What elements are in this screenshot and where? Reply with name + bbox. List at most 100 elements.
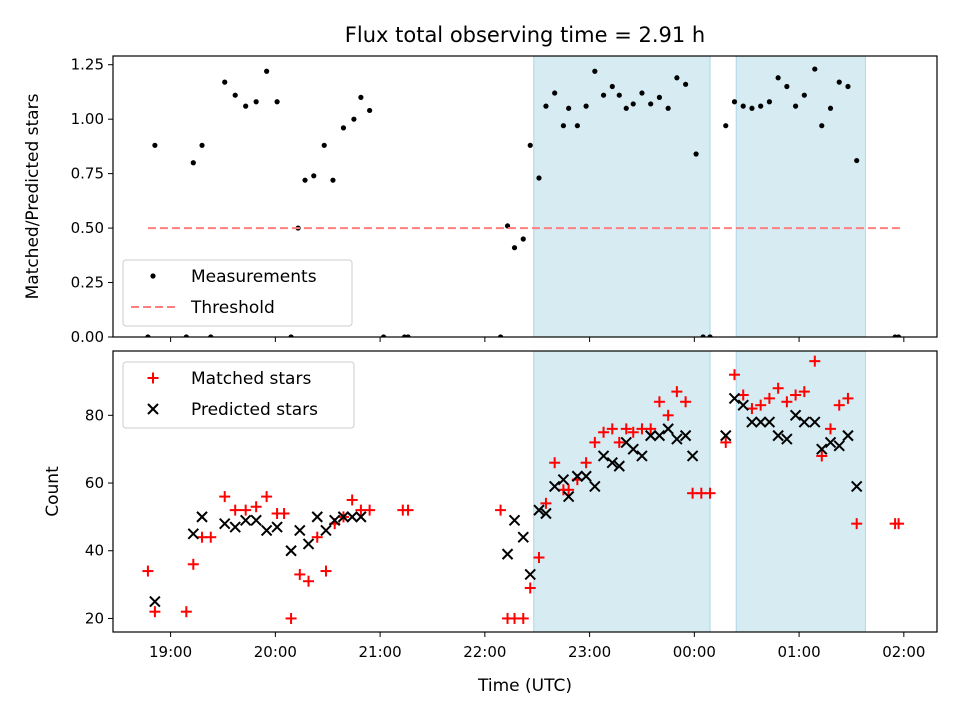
matched-star-point (517, 612, 529, 624)
matched-star-point (781, 396, 793, 408)
measurement-point (190, 160, 196, 166)
measurement-point (264, 68, 270, 74)
predicted-star-point (824, 436, 837, 449)
measurement-point (311, 173, 317, 179)
predicted-star-point (562, 490, 575, 503)
predicted-star-point (728, 392, 741, 405)
measurement-point (819, 123, 825, 129)
measurement-point (801, 92, 807, 98)
matched-star-point (311, 531, 323, 543)
shaded-interval-1 (533, 350, 711, 633)
measurement-point (784, 83, 790, 90)
predicted-star-point (613, 460, 625, 472)
predicted-star-point (311, 511, 323, 523)
y-tick-label: 0.00 (71, 328, 104, 346)
matched-star-point (294, 568, 306, 580)
measurement-point (274, 99, 280, 105)
measurement-point (358, 94, 364, 100)
predicted-star-point (346, 511, 358, 523)
measurement-point (630, 101, 636, 107)
measurement-point (812, 66, 818, 72)
matched-star-point (809, 355, 821, 367)
matched-star-point (680, 396, 692, 408)
y-tick-label: 60 (85, 474, 104, 492)
predicted-star-point (187, 528, 200, 540)
x-tick-label: 22:00 (463, 643, 506, 661)
legend-marker (147, 403, 159, 415)
legend-box (122, 361, 355, 429)
predicted-star-point (809, 416, 821, 428)
predicted-star-point (329, 514, 341, 526)
measurement-point (758, 103, 764, 109)
matched-star-point (790, 389, 802, 401)
matched-star-point (303, 575, 315, 587)
measurement-point (648, 101, 654, 107)
predicted-star-point (533, 504, 545, 516)
measurement-point (243, 103, 249, 109)
y-tick-label: 1.25 (71, 56, 104, 74)
predicted-star-point (271, 521, 283, 533)
predicted-star-point (337, 511, 350, 523)
predicted-star-point (580, 470, 592, 482)
x-tick-label: 23:00 (568, 643, 611, 661)
predicted-star-point (763, 416, 776, 428)
legend-marker (150, 273, 156, 279)
predicted-star-point (508, 514, 521, 526)
plot-frame (112, 350, 938, 633)
predicted-star-point (606, 457, 618, 469)
predicted-star-point (571, 470, 584, 482)
predicted-star-point (589, 480, 601, 493)
measurement-point (405, 334, 411, 337)
measurement-point (511, 245, 518, 251)
matched-star-point (580, 457, 592, 469)
predicted-star-point (789, 409, 802, 422)
predicted-star-point (557, 473, 570, 486)
measurement-point (497, 334, 504, 337)
measurement-point (827, 105, 834, 111)
measurement-point (854, 157, 860, 164)
matched-star-point (589, 436, 601, 448)
measurement-point (775, 75, 781, 81)
matched-star-point (645, 423, 657, 435)
matched-star-point (320, 565, 332, 577)
predicted-star-point (302, 538, 315, 550)
predicted-star-point (720, 429, 732, 442)
predicted-star-point (636, 450, 648, 462)
matched-star-point (842, 392, 854, 404)
matched-star-point (627, 426, 639, 438)
matched-star-point (563, 484, 575, 496)
measurement-point (674, 75, 680, 81)
measurement-point (340, 125, 347, 131)
legend: Matched stars Predicted stars (122, 361, 355, 429)
measurement-point (592, 68, 598, 74)
matched-star-point (549, 457, 561, 469)
measurement-point (543, 103, 549, 109)
measurement-point (749, 105, 755, 111)
predicted-star-point (671, 433, 683, 445)
measurement-point (693, 151, 699, 157)
bottom-panel: 20 40 60 80 19:00 20:00 21:00 22:00 23:00 00:00 01… (43, 350, 938, 661)
matched-star-point (240, 504, 252, 516)
measurement-point (845, 83, 851, 90)
predicted-star-point (754, 416, 767, 428)
measurement-point (895, 334, 902, 337)
measurement-point (253, 99, 259, 105)
predicted-star-point (679, 429, 692, 442)
matched-star-point (704, 487, 716, 499)
y-tick-label: 0.25 (71, 274, 104, 292)
matched-star-point (833, 399, 845, 411)
legend: Measurements Threshold (122, 259, 353, 327)
matched-star-point (893, 518, 905, 530)
measurement-point (566, 105, 572, 111)
y-axis-label: Count (43, 466, 63, 517)
matched-star-point (187, 558, 199, 570)
y-tick-label: 80 (85, 406, 104, 424)
measurement-point (351, 116, 357, 122)
measurement-point (731, 99, 738, 105)
x-tick-label: 02:00 (882, 643, 925, 661)
predicted-star-point (320, 524, 332, 537)
measurement-point (656, 94, 663, 100)
legend-label: Matched stars (191, 369, 311, 389)
